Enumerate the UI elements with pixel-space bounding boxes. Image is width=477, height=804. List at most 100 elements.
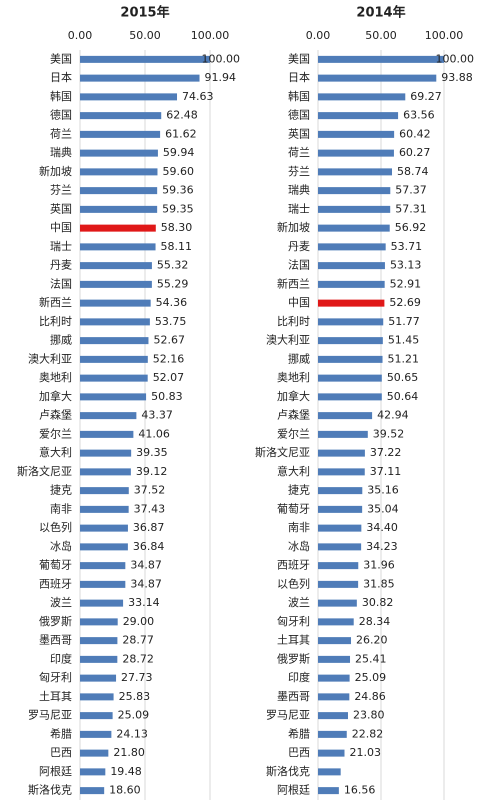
y-tick-label: 奥地利	[277, 370, 310, 384]
value-label: 53.71	[391, 240, 423, 253]
y-tick-label: 德国	[288, 108, 310, 122]
value-label: 27.73	[121, 671, 153, 684]
bar	[80, 787, 105, 795]
bar	[80, 430, 134, 438]
value-label: 52.69	[389, 296, 421, 309]
value-label: 28.77	[122, 634, 154, 647]
bar	[80, 655, 118, 663]
y-tick-label: 瑞典	[288, 183, 310, 197]
value-label: 52.16	[153, 352, 185, 365]
bar	[80, 693, 114, 701]
bar	[80, 524, 128, 532]
value-label: 52.91	[390, 277, 422, 290]
y-tick-label: 土耳其	[277, 634, 310, 647]
bar	[318, 93, 406, 101]
bar	[80, 374, 148, 382]
value-label: 50.64	[387, 390, 419, 403]
y-tick-label: 印度	[50, 651, 72, 665]
y-tick-label: 匈牙利	[39, 670, 72, 684]
y-tick-label: 爱尔兰	[277, 427, 310, 440]
bar	[318, 224, 390, 232]
value-label: 25.41	[355, 652, 387, 665]
y-tick-label: 捷克	[50, 483, 72, 497]
value-label: 18.60	[109, 784, 140, 797]
y-tick-label: 爱尔兰	[39, 427, 72, 440]
bar	[318, 262, 385, 270]
y-tick-label: 斯洛文尼亚	[255, 445, 310, 459]
bar	[80, 280, 152, 288]
bar	[80, 505, 129, 513]
bar	[318, 130, 395, 138]
y-tick-label: 中国	[50, 221, 72, 234]
bar	[80, 730, 112, 738]
bar	[80, 337, 149, 345]
value-label: 34.23	[366, 540, 398, 553]
y-tick-label: 斯洛文尼亚	[17, 464, 72, 478]
value-label: 51.45	[388, 334, 420, 347]
value-label: 59.60	[162, 165, 194, 178]
y-tick-label: 美国	[288, 52, 310, 65]
bar	[80, 318, 150, 326]
bar	[80, 412, 137, 420]
bar	[80, 712, 113, 720]
value-label: 29.00	[123, 615, 155, 628]
bar	[318, 618, 354, 626]
value-label: 34.87	[130, 577, 162, 590]
value-label: 58.30	[161, 221, 193, 234]
y-tick-label: 葡萄牙	[277, 502, 310, 515]
y-tick-label: 西班牙	[39, 577, 72, 590]
value-label: 25.83	[119, 690, 151, 703]
bar	[80, 768, 106, 776]
y-tick-label: 卢森堡	[39, 408, 72, 422]
y-tick-label: 斯洛伐克	[28, 783, 72, 797]
bar	[80, 543, 128, 551]
y-tick-label: 新加坡	[277, 220, 310, 234]
y-tick-label: 丹麦	[50, 259, 72, 272]
y-tick-label: 比利时	[39, 315, 72, 328]
y-tick-label: 罗马尼亚	[266, 709, 310, 722]
bar	[318, 74, 437, 82]
value-label: 25.09	[118, 709, 150, 722]
x-tick-label: 0.00	[306, 29, 331, 42]
y-tick-label: 新西兰	[39, 295, 72, 309]
value-label: 37.52	[134, 484, 166, 497]
y-tick-label: 澳大利亚	[28, 351, 72, 365]
bar	[318, 730, 347, 738]
bar	[318, 149, 394, 157]
value-label: 57.37	[395, 184, 427, 197]
value-label: 24.86	[354, 690, 386, 703]
bar	[318, 187, 391, 195]
value-label: 58.11	[161, 240, 193, 253]
x-tick-label: 50.00	[129, 29, 161, 42]
value-label: 21.03	[349, 746, 381, 759]
value-label: 37.43	[134, 502, 166, 515]
bar	[80, 674, 117, 682]
value-label: 55.29	[157, 277, 189, 290]
y-tick-label: 意大利	[277, 464, 310, 478]
bar	[80, 243, 156, 251]
x-tick-label: 100.00	[425, 29, 464, 42]
y-tick-label: 荷兰	[288, 146, 310, 159]
bar	[80, 749, 109, 757]
y-tick-label: 葡萄牙	[39, 559, 72, 572]
y-tick-label: 波兰	[50, 596, 72, 609]
bar	[80, 55, 210, 63]
y-tick-label: 西班牙	[277, 559, 310, 572]
y-tick-label: 日本	[288, 70, 310, 84]
bar	[80, 187, 158, 195]
y-tick-label: 以色列	[39, 520, 72, 534]
value-label: 28.34	[359, 615, 391, 628]
value-label: 19.48	[110, 765, 142, 778]
y-tick-label: 澳大利亚	[266, 333, 310, 347]
value-label: 36.87	[133, 521, 165, 534]
value-label: 35.04	[367, 502, 399, 515]
value-label: 50.83	[151, 390, 183, 403]
bar	[318, 355, 383, 363]
bar	[318, 430, 368, 438]
y-tick-label: 南非	[288, 521, 310, 534]
value-label: 39.35	[136, 446, 168, 459]
value-label: 60.27	[399, 146, 431, 159]
value-label: 24.13	[116, 727, 148, 740]
bar	[318, 449, 365, 457]
y-tick-label: 希腊	[50, 726, 72, 740]
